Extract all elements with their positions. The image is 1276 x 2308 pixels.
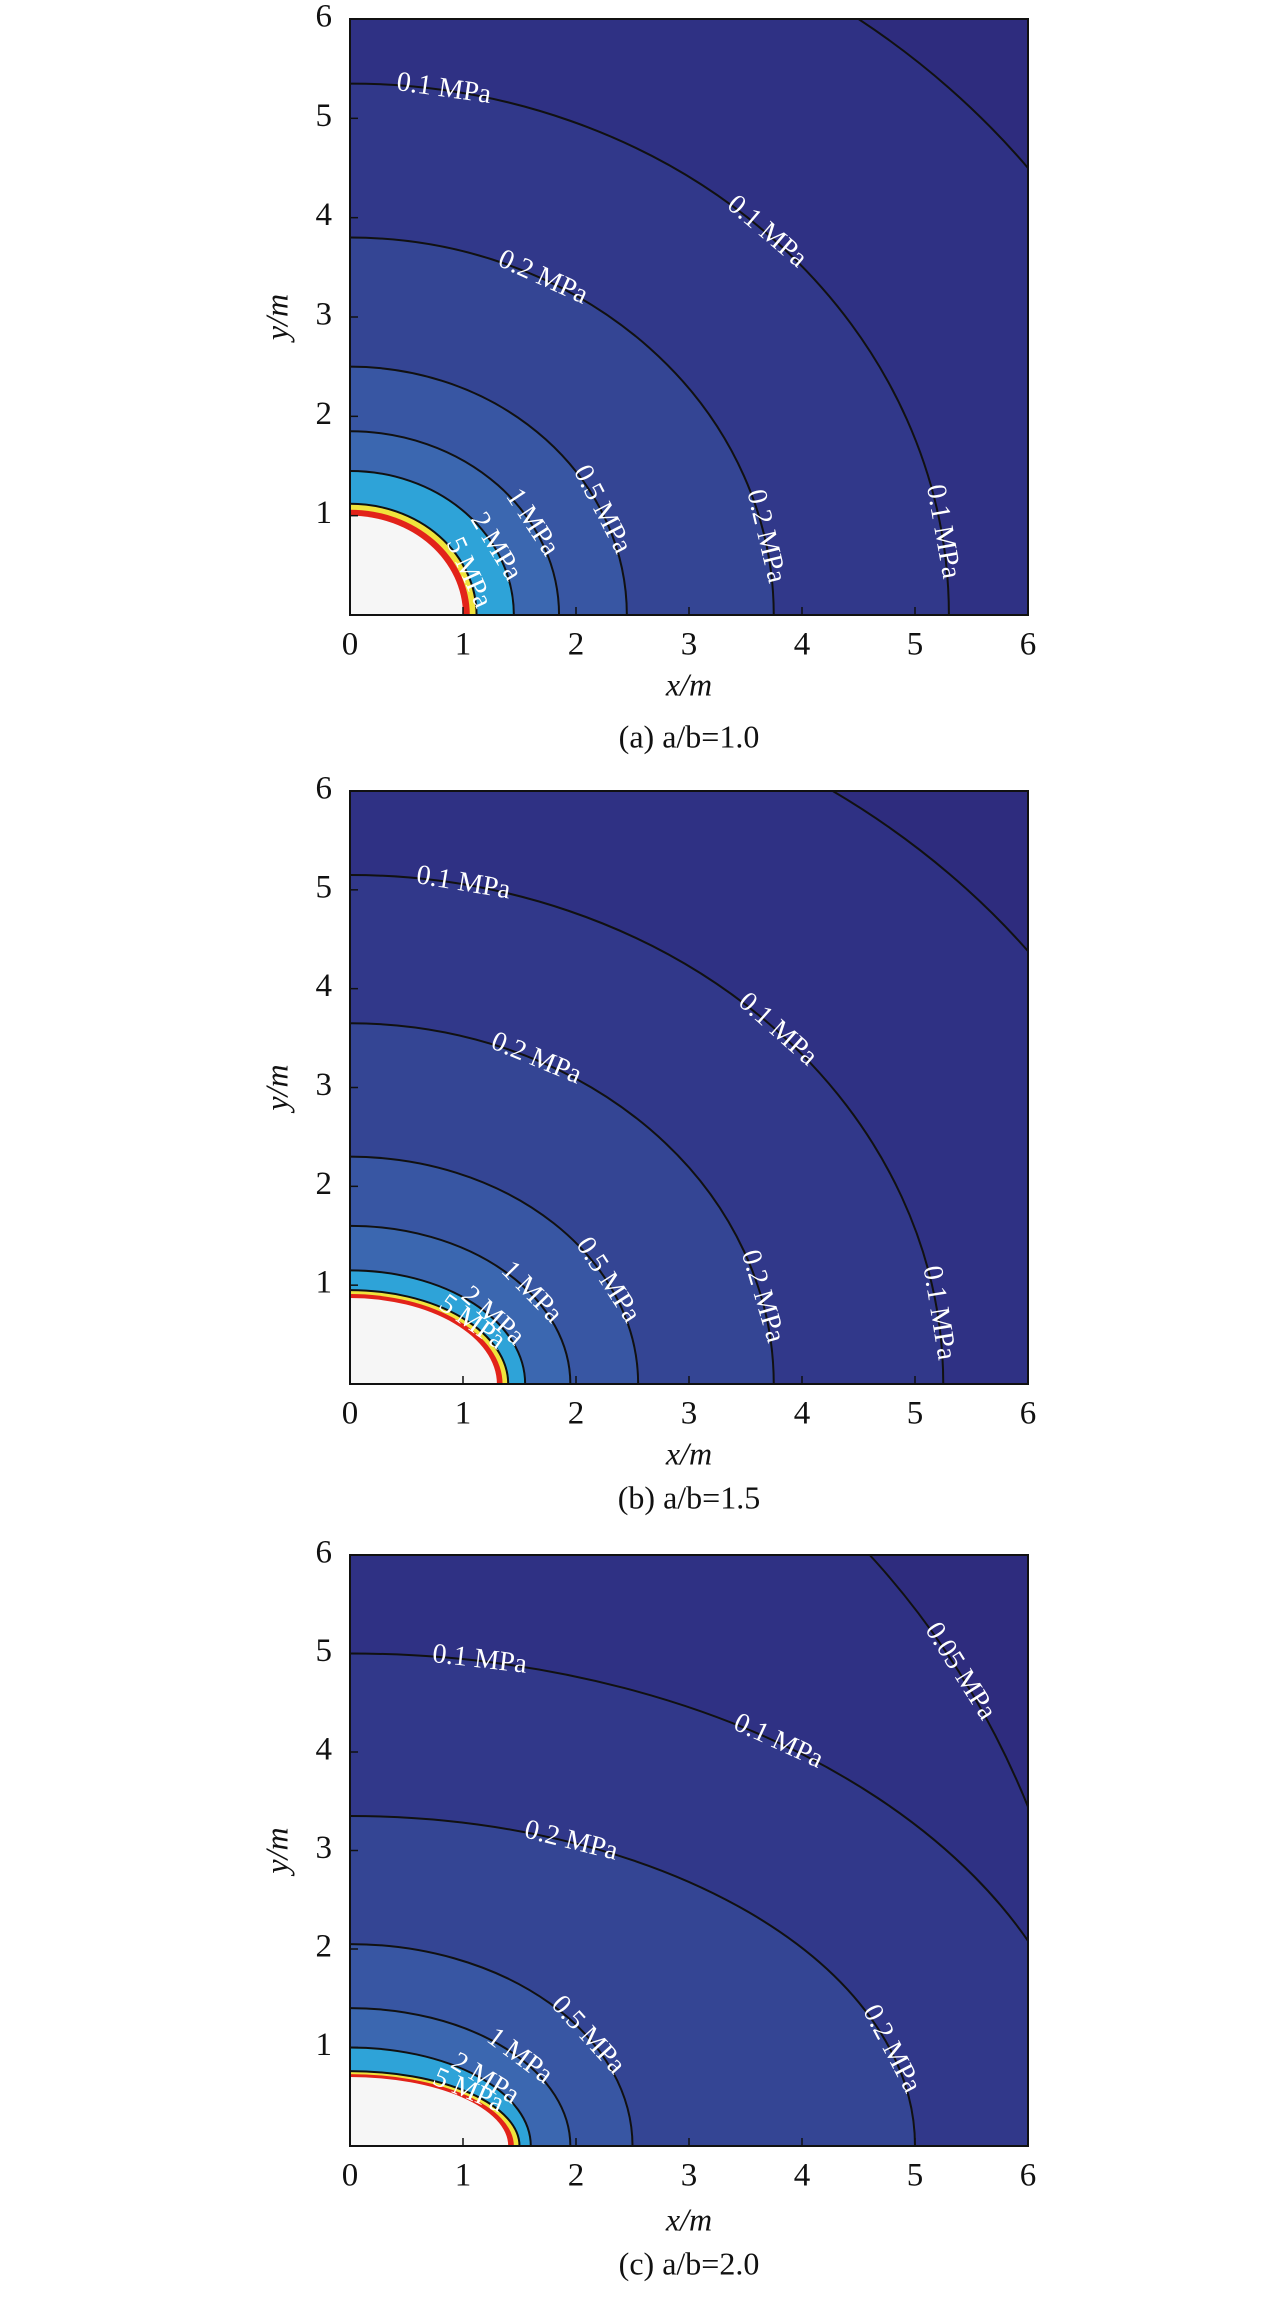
contour-line <box>350 1943 634 2146</box>
contour-line <box>350 2070 521 2146</box>
contour-line <box>350 365 628 615</box>
x-tick-label: 3 <box>681 627 698 663</box>
x-tick-label: 4 <box>794 2158 811 2194</box>
x-tick-label: 4 <box>794 627 811 663</box>
contour-line <box>350 2007 572 2146</box>
y-tick-label: 6 <box>316 1535 333 1571</box>
x-axis-label: x/m <box>665 1435 712 1471</box>
x-tick-label: 2 <box>568 2158 585 2194</box>
y-tick-label: 6 <box>316 0 333 35</box>
contour-line <box>350 1155 640 1384</box>
x-tick-label: 3 <box>681 2158 698 2194</box>
contour-line <box>350 430 561 615</box>
contour-region <box>350 515 463 615</box>
x-tick-label: 5 <box>907 1396 924 1432</box>
y-tick-label: 1 <box>316 2027 333 2063</box>
y-tick-label: 3 <box>316 297 333 333</box>
y-tick-label: 4 <box>316 968 333 1004</box>
x-tick-label: 0 <box>342 1396 359 1432</box>
x-tick-label: 0 <box>342 627 359 663</box>
x-tick-label: 3 <box>681 1396 698 1432</box>
x-tick-label: 0 <box>342 2158 359 2194</box>
contour-line <box>350 2046 532 2146</box>
y-tick-label: 5 <box>316 1633 333 1669</box>
contour-line <box>830 791 1028 953</box>
contour-region <box>350 1298 497 1384</box>
panel-caption: (a) a/b=1.0 <box>619 718 760 754</box>
y-tick-label: 4 <box>316 197 333 233</box>
contour-line <box>350 874 945 1384</box>
y-tick-label: 2 <box>316 1166 333 1202</box>
y-tick-label: 1 <box>316 1265 333 1301</box>
contour-line <box>856 19 1028 170</box>
x-tick-label: 2 <box>568 1396 585 1432</box>
y-tick-label: 3 <box>316 1830 333 1866</box>
contour-line <box>868 1555 1028 1810</box>
contour-line <box>350 469 515 615</box>
x-tick-label: 1 <box>455 2158 472 2194</box>
y-tick-label: 2 <box>316 396 333 432</box>
x-axis-label: x/m <box>665 2201 712 2237</box>
contour-line <box>350 1652 1028 1943</box>
y-tick-label: 5 <box>316 98 333 134</box>
y-axis-label: y/m <box>258 1827 294 1876</box>
contour-line <box>350 502 478 615</box>
contour-line <box>350 1289 510 1384</box>
y-axis-label: y/m <box>258 294 294 343</box>
x-tick-label: 6 <box>1020 627 1037 663</box>
contour-line <box>350 1022 775 1384</box>
y-tick-label: 6 <box>316 771 333 807</box>
contour-line <box>350 1815 916 2146</box>
y-tick-label: 4 <box>316 1732 333 1768</box>
contour-line <box>350 236 775 615</box>
x-tick-label: 5 <box>907 2158 924 2194</box>
x-tick-label: 6 <box>1020 1396 1037 1432</box>
y-tick-label: 5 <box>316 869 333 905</box>
y-tick-label: 1 <box>316 495 333 531</box>
x-tick-label: 6 <box>1020 2158 1037 2194</box>
x-tick-label: 5 <box>907 627 924 663</box>
y-axis-label: y/m <box>258 1064 294 1113</box>
contour-line <box>350 1224 572 1384</box>
x-tick-label: 4 <box>794 1396 811 1432</box>
x-tick-label: 1 <box>455 1396 472 1432</box>
panel-caption: (b) a/b=1.5 <box>618 1479 760 1515</box>
y-tick-label: 3 <box>316 1067 333 1103</box>
y-tick-label: 2 <box>316 1929 333 1965</box>
contour-line <box>350 82 950 615</box>
contour-region <box>350 2077 509 2146</box>
contour-line <box>350 1269 527 1384</box>
panel-caption: (c) a/b=2.0 <box>619 2245 760 2281</box>
x-tick-label: 2 <box>568 627 585 663</box>
x-tick-label: 1 <box>455 627 472 663</box>
x-axis-label: x/m <box>665 666 712 702</box>
